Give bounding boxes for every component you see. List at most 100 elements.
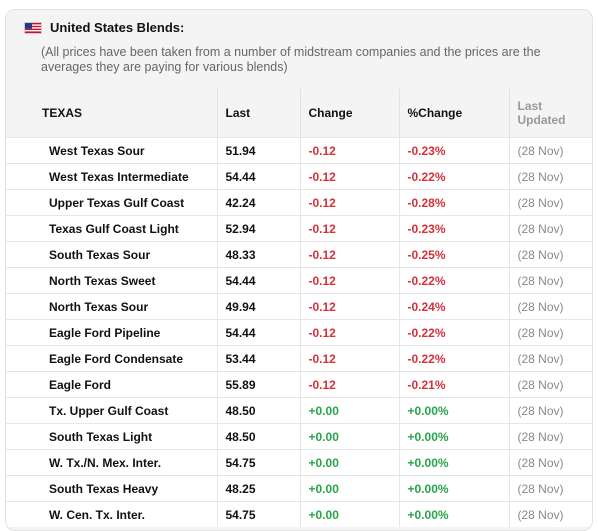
- table-row[interactable]: South Texas Sour 48.33 -0.12 -0.25% (28 Nov): [6, 241, 592, 268]
- last-price-cell: 54.44: [217, 319, 301, 346]
- last-updated-cell: (28 Nov): [509, 241, 592, 268]
- last-price-cell: 48.50: [217, 423, 301, 450]
- last-price-cell: 48.33: [217, 241, 301, 268]
- last-price-cell: 49.94: [217, 293, 301, 320]
- change-cell: +0.00: [300, 449, 400, 476]
- us-flag-icon: [24, 21, 42, 34]
- pct-change-cell: -0.25%: [399, 241, 510, 268]
- change-cell: -0.12: [300, 345, 400, 372]
- last-price-cell: 54.75: [217, 449, 301, 476]
- last-price-cell: 54.75: [217, 501, 301, 527]
- change-cell: -0.12: [300, 241, 400, 268]
- last-updated-cell: (28 Nov): [509, 345, 592, 372]
- blend-name-cell: W. Tx./N. Mex. Inter.: [6, 449, 218, 476]
- blend-name-cell: North Texas Sour: [6, 293, 218, 320]
- blend-name-cell: Upper Texas Gulf Coast: [6, 189, 218, 216]
- table-row[interactable]: West Texas Sour 51.94 -0.12 -0.23% (28 Nov): [6, 137, 592, 164]
- column-header-texas[interactable]: TEXAS: [6, 89, 218, 138]
- pct-change-cell: +0.00%: [399, 423, 510, 450]
- column-header-change[interactable]: Change: [300, 89, 400, 138]
- table-row[interactable]: South Texas Light 48.50 +0.00 +0.00% (28 Nov…: [6, 423, 592, 450]
- last-price-cell: 51.94: [217, 137, 301, 164]
- column-header-last[interactable]: Last: [217, 89, 301, 138]
- change-cell: -0.12: [300, 371, 400, 398]
- prices-note: (All prices have been taken from a numbe…: [41, 45, 541, 74]
- table-row[interactable]: Texas Gulf Coast Light 52.94 -0.12 -0.23% (2…: [6, 215, 592, 242]
- blend-name-cell: North Texas Sweet: [6, 267, 218, 294]
- table-row[interactable]: W. Cen. Tx. Inter. 54.75 +0.00 +0.00% (28 No…: [6, 501, 592, 527]
- pct-change-cell: -0.23%: [399, 215, 510, 242]
- pct-change-cell: -0.22%: [399, 267, 510, 294]
- last-price-cell: 54.44: [217, 267, 301, 294]
- pct-change-cell: -0.22%: [399, 319, 510, 346]
- blends-panel: United States Blends: (All prices have b…: [5, 9, 593, 531]
- change-cell: -0.12: [300, 137, 400, 164]
- column-header-pct-change[interactable]: %Change: [399, 89, 510, 138]
- change-cell: -0.12: [300, 215, 400, 242]
- last-updated-cell: (28 Nov): [509, 267, 592, 294]
- blend-name-cell: South Texas Sour: [6, 241, 218, 268]
- last-price-cell: 52.94: [217, 215, 301, 242]
- table-row[interactable]: Eagle Ford Condensate 53.44 -0.12 -0.22% (28…: [6, 345, 592, 372]
- last-price-cell: 48.50: [217, 397, 301, 424]
- last-price-cell: 54.44: [217, 163, 301, 190]
- column-header-last-updated[interactable]: Last Updated: [509, 89, 592, 138]
- table-row[interactable]: North Texas Sweet 54.44 -0.12 -0.22% (28 Nov…: [6, 267, 592, 294]
- last-updated-cell: (28 Nov): [509, 475, 592, 502]
- pct-change-cell: -0.23%: [399, 137, 510, 164]
- last-updated-cell: (28 Nov): [509, 137, 592, 164]
- last-updated-cell: (28 Nov): [509, 319, 592, 346]
- blend-name-cell: West Texas Intermediate: [6, 163, 218, 190]
- pct-change-cell: -0.21%: [399, 371, 510, 398]
- last-updated-cell: (28 Nov): [509, 189, 592, 216]
- blend-name-cell: West Texas Sour: [6, 137, 218, 164]
- blend-name-cell: Tx. Upper Gulf Coast: [6, 397, 218, 424]
- table-row[interactable]: South Texas Heavy 48.25 +0.00 +0.00% (28 Nov…: [6, 475, 592, 502]
- change-cell: +0.00: [300, 475, 400, 502]
- table-row[interactable]: Eagle Ford 55.89 -0.12 -0.21% (28 Nov): [6, 371, 592, 398]
- blend-name-cell: W. Cen. Tx. Inter.: [6, 501, 218, 527]
- blend-name-cell: Eagle Ford: [6, 371, 218, 398]
- last-updated-cell: (28 Nov): [509, 371, 592, 398]
- table-row[interactable]: W. Tx./N. Mex. Inter. 54.75 +0.00 +0.00% (28…: [6, 449, 592, 476]
- pct-change-cell: +0.00%: [399, 449, 510, 476]
- last-price-cell: 48.25: [217, 475, 301, 502]
- pct-change-cell: -0.24%: [399, 293, 510, 320]
- last-updated-cell: (28 Nov): [509, 423, 592, 450]
- blend-name-cell: South Texas Heavy: [6, 475, 218, 502]
- last-updated-cell: (28 Nov): [509, 215, 592, 242]
- pct-change-cell: +0.00%: [399, 397, 510, 424]
- blends-table: TEXAS Last Change %Change Last Updated W…: [6, 89, 592, 527]
- pct-change-cell: +0.00%: [399, 475, 510, 502]
- change-cell: +0.00: [300, 501, 400, 527]
- change-cell: +0.00: [300, 423, 400, 450]
- change-cell: -0.12: [300, 267, 400, 294]
- blend-name-cell: Texas Gulf Coast Light: [6, 215, 218, 242]
- panel-title: United States Blends:: [50, 20, 185, 35]
- blend-name-cell: Eagle Ford Pipeline: [6, 319, 218, 346]
- pct-change-cell: +0.00%: [399, 501, 510, 527]
- last-price-cell: 55.89: [217, 371, 301, 398]
- last-updated-cell: (28 Nov): [509, 163, 592, 190]
- table-row[interactable]: Tx. Upper Gulf Coast 48.50 +0.00 +0.00% (28 …: [6, 397, 592, 424]
- last-updated-cell: (28 Nov): [509, 449, 592, 476]
- blend-name-cell: Eagle Ford Condensate: [6, 345, 218, 372]
- pct-change-cell: -0.22%: [399, 345, 510, 372]
- table-row[interactable]: Eagle Ford Pipeline 54.44 -0.12 -0.22% (28 N…: [6, 319, 592, 346]
- last-updated-cell: (28 Nov): [509, 397, 592, 424]
- change-cell: -0.12: [300, 293, 400, 320]
- table-row[interactable]: Upper Texas Gulf Coast 42.24 -0.12 -0.28% (2…: [6, 189, 592, 216]
- change-cell: -0.12: [300, 319, 400, 346]
- last-updated-cell: (28 Nov): [509, 293, 592, 320]
- pct-change-cell: -0.28%: [399, 189, 510, 216]
- change-cell: +0.00: [300, 397, 400, 424]
- last-price-cell: 42.24: [217, 189, 301, 216]
- pct-change-cell: -0.22%: [399, 163, 510, 190]
- table-row[interactable]: West Texas Intermediate 54.44 -0.12 -0.22%(…: [6, 163, 592, 190]
- last-updated-cell: (28 Nov): [509, 501, 592, 527]
- change-cell: -0.12: [300, 163, 400, 190]
- last-price-cell: 53.44: [217, 345, 301, 372]
- table-row[interactable]: North Texas Sour 49.94 -0.12 -0.24% (28 Nov): [6, 293, 592, 320]
- blend-name-cell: South Texas Light: [6, 423, 218, 450]
- panel-header: United States Blends:: [24, 20, 184, 35]
